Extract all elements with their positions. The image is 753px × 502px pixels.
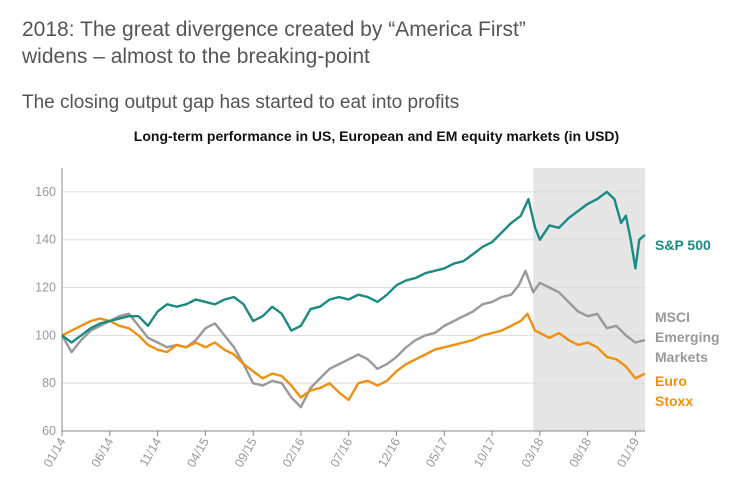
y-tick-label: 140 (35, 233, 56, 247)
x-tick-label: 10/17 (471, 435, 499, 469)
x-tick-label: 09/15 (232, 435, 260, 469)
x-tick-label: 07/16 (328, 435, 356, 469)
series-line-euro-stoxx (61, 312, 646, 402)
legend-label-msci-emerging-markets: Emerging (655, 329, 720, 345)
headline-line-2: widens – almost to the breaking-point (22, 45, 370, 68)
legend-label-msci-emerging-markets: Markets (655, 349, 708, 365)
y-tick-label: 60 (42, 424, 56, 438)
legend-label-s-p-500: S&P 500 (655, 237, 711, 253)
x-tick-label: 01/19 (614, 435, 642, 469)
y-tick-label: 120 (35, 281, 56, 295)
y-tick-label: 80 (42, 376, 56, 390)
headline-line-1: 2018: The great divergence created by “A… (22, 18, 526, 41)
x-tick-label: 08/18 (566, 435, 594, 469)
x-tick-label: 03/18 (519, 435, 547, 469)
legend-label-msci-emerging-markets: MSCI (655, 309, 690, 325)
x-tick-label: 01/14 (41, 435, 69, 469)
y-tick-label: 160 (35, 185, 56, 199)
x-tick-label: 12/16 (375, 435, 403, 469)
headline: 2018: The great divergence created by “A… (22, 16, 722, 70)
x-tick-label: 02/16 (280, 435, 308, 469)
x-tick-label: 06/14 (89, 435, 117, 469)
legend-label-euro-stoxx: Euro (655, 373, 687, 389)
subtitle: The closing output gap has started to ea… (22, 92, 460, 113)
x-tick-label: 05/17 (423, 435, 451, 469)
series-line-msci-emerging-markets (60, 269, 646, 409)
y-tick-label: 100 (35, 328, 56, 342)
series-line-s-p-500 (61, 190, 646, 344)
x-tick-label: 04/15 (184, 435, 212, 469)
legend-label-euro-stoxx: Stoxx (655, 393, 693, 409)
x-tick-label: 11/14 (137, 435, 164, 468)
shaded-region (533, 168, 645, 431)
chart-title: Long-term performance in US, European an… (133, 128, 620, 144)
